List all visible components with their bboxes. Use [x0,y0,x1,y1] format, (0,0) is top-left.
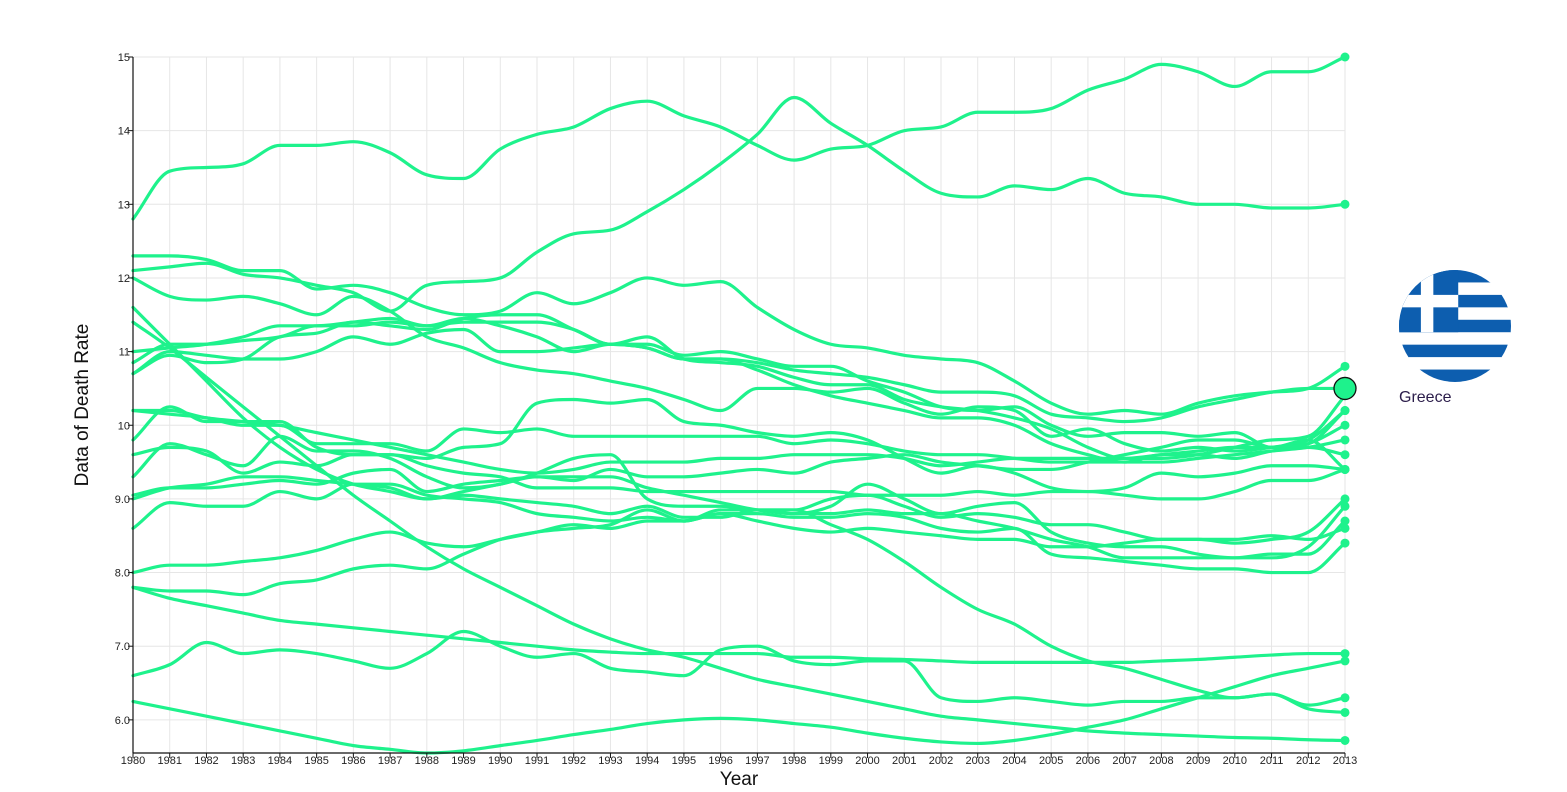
chart-axes: 1980 1981 1982 1983 1984 1985 1986 1987 1988 1989… [115,52,1358,767]
legend: Greece [1399,270,1511,406]
series-line-22[interactable] [131,316,1347,424]
series-endpoint-15[interactable] [1340,523,1350,533]
series-line-12[interactable] [131,434,1347,545]
x-axis-ticks: 1980 1981 1982 1983 1984 1985 1986 1987 1988 1989… [121,753,1357,767]
x-tick-label: 2005 [1039,755,1063,767]
y-axis-title: Data of Death Rate [72,324,93,487]
series-line-9[interactable] [131,408,1347,464]
x-tick-label: 1994 [635,755,659,767]
x-tick-label: 1992 [561,755,585,767]
series-endpoint-14[interactable] [1340,516,1350,526]
series-line-10[interactable] [131,397,1347,494]
x-tick-label: 2010 [1223,755,1247,767]
series-endpoint-20[interactable] [1340,656,1350,666]
series-line-3[interactable] [131,276,1347,453]
series-endpoint-5[interactable] [1340,406,1350,416]
flag-stripe [1399,357,1511,371]
series-endpoint-18[interactable] [1340,649,1350,659]
x-tick-label: 1997 [745,755,769,767]
series-line-0[interactable] [131,55,1347,221]
x-axis-title: Year [720,769,759,790]
series-endpoint-21[interactable] [1340,735,1350,745]
x-tick-label: 2007 [1112,755,1136,767]
x-tick-label: 1983 [231,755,255,767]
y-tick-label: 10 [118,420,130,432]
x-tick-label: 2012 [1296,755,1320,767]
series-endpoint-9[interactable] [1340,450,1350,460]
y-tick-label: 14 [118,126,130,138]
legend-label: Greece [1399,389,1452,406]
x-tick-label: 1981 [157,755,181,767]
series-line-2[interactable] [131,95,1347,313]
series-line-11[interactable] [131,445,1347,501]
y-tick-label: 12 [118,273,130,285]
series-endpoint-13[interactable] [1340,501,1350,511]
series-endpoint-8[interactable] [1340,420,1350,430]
x-tick-label: 1984 [268,755,292,767]
series-line-7[interactable] [131,327,1347,464]
greece-flag-icon [1399,270,1511,382]
x-tick-label: 2002 [929,755,953,767]
x-tick-label: 1986 [341,755,365,767]
x-tick-label: 1980 [121,755,145,767]
flag-stripe [1399,332,1511,346]
y-tick-label: 9.0 [115,494,130,506]
x-tick-label: 2003 [965,755,989,767]
y-tick-label: 15 [118,52,130,64]
series-endpoint-12[interactable] [1340,494,1350,504]
x-tick-label: 1989 [451,755,475,767]
x-tick-label: 2001 [892,755,916,767]
y-axis-ticks: 6.0 7.0 8.0 9.0 10 11 12 13 14 15 [115,52,133,727]
series-endpoint-0[interactable] [1340,52,1350,62]
series-endpoint-2[interactable] [1340,199,1350,209]
x-tick-label: 1988 [415,755,439,767]
chart-grid [132,56,1346,753]
y-tick-label: 6.0 [115,715,130,727]
series-line-20[interactable] [131,659,1347,755]
x-tick-label: 1999 [819,755,843,767]
x-tick-label: 1991 [525,755,549,767]
series-endpoint-16[interactable] [1340,538,1350,548]
greece-highlight-point[interactable] [1333,376,1357,401]
x-tick-label: 1993 [598,755,622,767]
x-tick-label: 2011 [1260,755,1284,767]
highlight-marker[interactable] [1333,376,1357,401]
series-endpoint-19[interactable] [1340,707,1350,717]
series-layer [131,55,1347,755]
y-tick-label: 13 [118,199,130,211]
x-tick-label: 2008 [1149,755,1173,767]
series-line-21[interactable] [131,320,1347,743]
series-line-17[interactable] [131,508,1347,707]
y-tick-label: 7.0 [115,641,130,653]
flag-stripe [1399,344,1511,358]
x-tick-label: 1990 [488,755,512,767]
series-line-19[interactable] [131,629,1347,715]
x-tick-label: 1987 [378,755,402,767]
series-line-4[interactable] [131,305,1347,501]
x-tick-label: 2013 [1333,755,1357,767]
series-line-15[interactable] [131,482,1347,549]
series-line-16[interactable] [131,512,1347,575]
x-tick-label: 1985 [304,755,328,767]
x-tick-label: 2009 [1186,755,1210,767]
flag-cross-v [1420,270,1434,333]
flag-stripe [1399,369,1511,382]
series-endpoint-11[interactable] [1340,464,1350,474]
x-tick-label: 2006 [1076,755,1100,767]
x-tick-label: 1982 [194,755,218,767]
x-tick-label: 1998 [782,755,806,767]
series-endpoint-1[interactable] [1340,361,1350,371]
series-endpoint-17[interactable] [1340,693,1350,703]
y-tick-label: 11 [119,347,130,359]
series-line-18[interactable] [131,585,1347,665]
x-tick-label: 1995 [672,755,696,767]
x-tick-label: 1996 [708,755,732,767]
series-endpoint-7[interactable] [1340,435,1350,445]
x-tick-label: 2004 [1002,755,1026,767]
x-tick-label: 2000 [855,755,879,767]
y-tick-label: 8.0 [115,568,130,580]
